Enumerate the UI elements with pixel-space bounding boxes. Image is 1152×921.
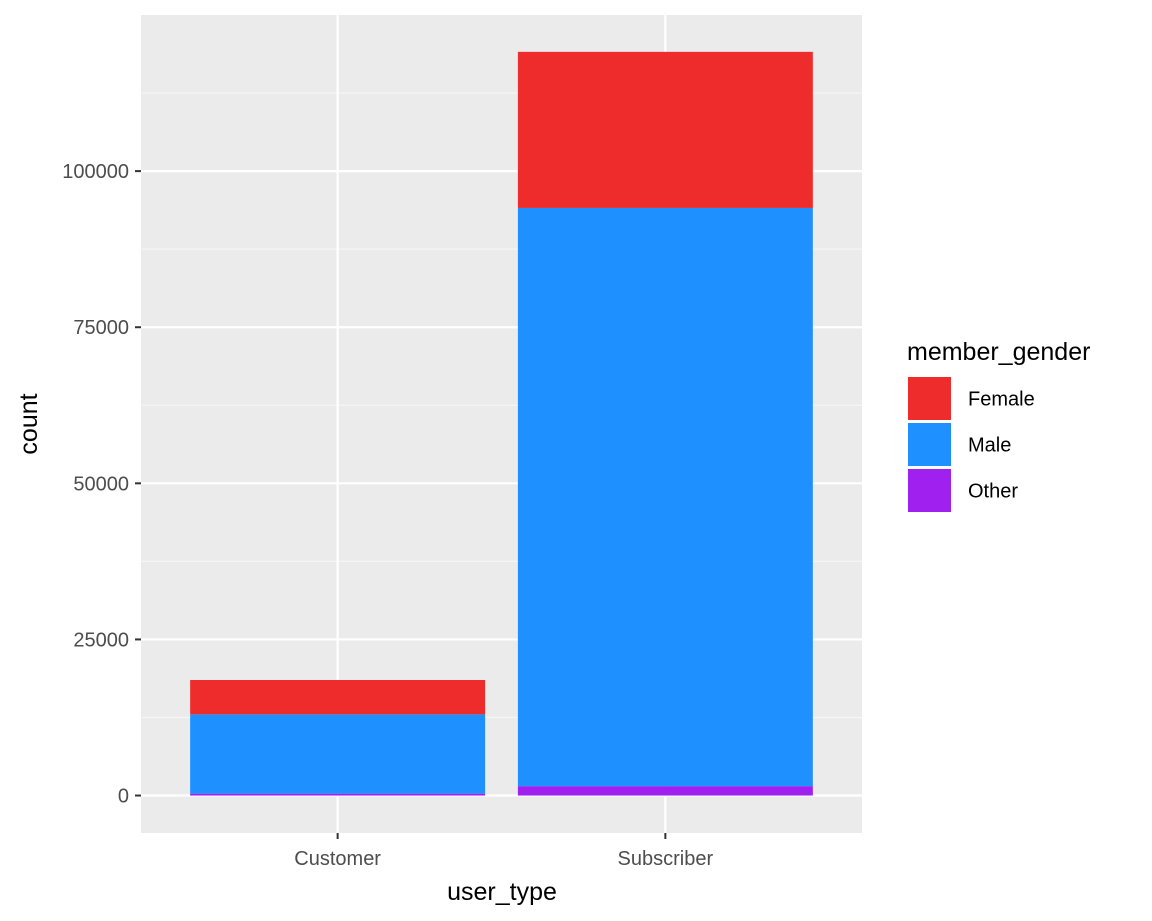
legend: member_gender Female Male Other [907, 338, 1090, 512]
x-tick-label: Customer [294, 848, 381, 870]
y-tick-label: 25000 [73, 629, 129, 651]
bar-other-customer [190, 793, 486, 796]
y-tick-label: 50000 [73, 473, 129, 495]
legend-entries: Female Male Other [908, 377, 1035, 512]
legend-key-female [908, 377, 951, 420]
legend-title: member_gender [907, 338, 1090, 366]
legend-label-female: Female [968, 389, 1035, 411]
bar-other-subscriber [517, 786, 813, 796]
y-tick-label: 75000 [73, 317, 129, 339]
legend-key-other [908, 469, 951, 512]
legend-label-male: Male [968, 435, 1011, 457]
x-axis-title: user_type [447, 878, 557, 906]
bars-layer [190, 51, 813, 796]
x-tick-label: Subscriber [618, 848, 714, 870]
bar-male-subscriber [517, 207, 813, 787]
y-tick-label: 0 [118, 786, 129, 808]
bar-male-customer [190, 714, 486, 794]
y-tick-label: 100000 [62, 161, 129, 183]
y-axis-title: count [15, 393, 43, 454]
legend-label-other: Other [968, 481, 1018, 503]
bar-female-subscriber [517, 51, 813, 208]
legend-key-male [908, 423, 951, 466]
axis-layer: 0 25000 50000 75000 100000 Customer Subscriber [62, 161, 713, 870]
bar-female-customer [190, 680, 486, 715]
